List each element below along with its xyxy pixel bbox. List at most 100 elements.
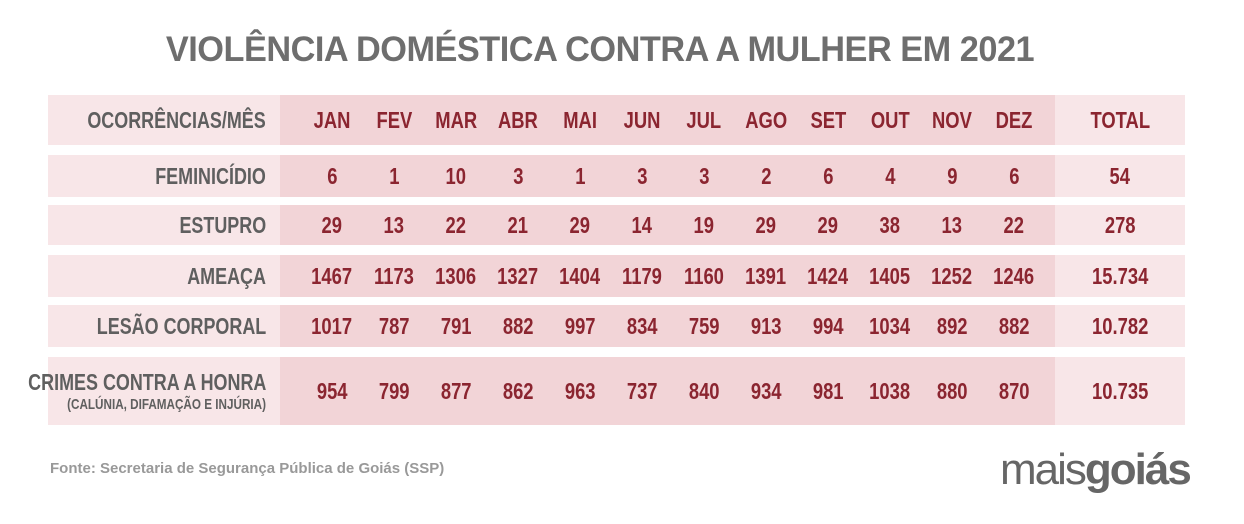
value-label: 13: [383, 211, 405, 238]
value-cell: 834: [611, 313, 673, 340]
value-cell: 29: [735, 212, 797, 239]
row-label-cell: OCORRÊNCIAS/MÊS: [48, 95, 280, 145]
total-value: 278: [1104, 211, 1136, 238]
row-label: CRIMES CONTRA A HONRA: [27, 369, 266, 395]
value-label: 759: [688, 312, 720, 339]
value-cell: 22: [425, 212, 487, 239]
value-cell: 22: [983, 212, 1045, 239]
value-label: 1017: [311, 312, 353, 339]
value-cell: 882: [983, 313, 1045, 340]
value-cell: 9: [921, 163, 983, 190]
value-label: 954: [316, 377, 348, 404]
value-cell: 862: [487, 378, 549, 405]
value-label: 1179: [622, 262, 662, 289]
row-label-cell: AMEAÇA: [48, 255, 280, 297]
value-cell: 3: [673, 163, 735, 190]
value-cell: 1327: [487, 263, 549, 290]
month-cells: 1017 787 791 882 997 834 759 913 994 1034 892 882: [280, 305, 1055, 347]
value-label: 1391: [745, 262, 787, 289]
value-label: 981: [812, 377, 844, 404]
total-header: TOTAL: [1055, 107, 1185, 134]
value-cell: 1173: [363, 263, 425, 290]
value-label: 877: [440, 377, 472, 404]
total-value: 10.735: [1091, 377, 1149, 404]
total-value: 15.734: [1091, 262, 1149, 289]
month-header: OUT: [859, 107, 921, 134]
value-label: 1: [388, 162, 400, 189]
value-cell: 1252: [921, 263, 983, 290]
value-label: 1034: [869, 312, 911, 339]
value-cell: 1405: [859, 263, 921, 290]
value-cell: 6: [301, 163, 363, 190]
value-cell: 1017: [301, 313, 363, 340]
value-label: 791: [440, 312, 472, 339]
logo-part1: mais: [1000, 445, 1087, 494]
month-label: NOV: [932, 106, 972, 133]
value-label: 29: [569, 211, 591, 238]
source-note: Fonte: Secretaria de Segurança Pública d…: [50, 460, 445, 477]
table-row: FEMINICÍDIO 6 1 10 3 1 3 3 2 6 4 9 6 54: [48, 155, 1185, 197]
month-label: MAR: [435, 106, 477, 133]
month-cells: 954 799 877 862 963 737 840 934 981 1038 880 870: [280, 357, 1055, 425]
value-cell: 21: [487, 212, 549, 239]
value-cell: 737: [611, 378, 673, 405]
row-sublabel: (CALÚNIA, DIFAMAÇÃO E INJÚRIA): [67, 396, 266, 413]
value-label: 38: [879, 211, 901, 238]
row-label-cell: CRIMES CONTRA A HONRA (CALÚNIA, DIFAMAÇÃO…: [28, 357, 280, 425]
value-label: 1252: [931, 262, 973, 289]
month-header: MAI: [549, 107, 611, 134]
row-label: ESTUPRO: [179, 211, 266, 238]
month-header: NOV: [921, 107, 983, 134]
value-cell: 840: [673, 378, 735, 405]
total-cell: 15.734: [1055, 263, 1185, 290]
month-header: FEV: [363, 107, 425, 134]
total-header-label: TOTAL: [1090, 106, 1150, 133]
month-label: SET: [810, 106, 846, 133]
value-cell: 913: [735, 313, 797, 340]
value-cell: 981: [797, 378, 859, 405]
value-label: 13: [941, 211, 963, 238]
value-label: 834: [626, 312, 658, 339]
value-cell: 29: [549, 212, 611, 239]
month-header: ABR: [487, 107, 549, 134]
value-label: 22: [1003, 211, 1025, 238]
value-label: 787: [378, 312, 410, 339]
month-label: MAI: [563, 106, 597, 133]
value-cell: 799: [363, 378, 425, 405]
month-label: DEZ: [995, 106, 1033, 133]
value-cell: 1: [363, 163, 425, 190]
value-label: 19: [693, 211, 715, 238]
month-header: JUN: [611, 107, 673, 134]
value-cell: 29: [301, 212, 363, 239]
chart-title: VIOLÊNCIA DOMÉSTICA CONTRA A MULHER EM 2…: [165, 30, 1035, 69]
value-cell: 934: [735, 378, 797, 405]
total-value: 10.782: [1091, 312, 1149, 339]
row-label-cell: FEMINICÍDIO: [48, 155, 280, 197]
value-cell: 791: [425, 313, 487, 340]
value-label: 6: [822, 162, 834, 189]
value-cell: 6: [983, 163, 1045, 190]
value-cell: 1: [549, 163, 611, 190]
value-cell: 892: [921, 313, 983, 340]
value-label: 963: [564, 377, 596, 404]
value-cell: 880: [921, 378, 983, 405]
value-label: 880: [936, 377, 968, 404]
value-label: 1173: [374, 262, 414, 289]
table-row: LESÃO CORPORAL 1017 787 791 882 997 834 759 913 9…: [48, 305, 1185, 347]
value-label: 1246: [993, 262, 1035, 289]
value-cell: 787: [363, 313, 425, 340]
value-label: 1038: [869, 377, 911, 404]
value-label: 913: [750, 312, 782, 339]
value-label: 4: [884, 162, 896, 189]
value-label: 29: [817, 211, 839, 238]
value-cell: 1306: [425, 263, 487, 290]
total-cell: 10.735: [1055, 378, 1185, 405]
row-label: LESÃO CORPORAL: [96, 312, 266, 339]
value-cell: 19: [673, 212, 735, 239]
value-cell: 38: [859, 212, 921, 239]
value-cell: 877: [425, 378, 487, 405]
month-label: JAN: [313, 106, 351, 133]
value-label: 997: [564, 312, 596, 339]
total-cell: 10.782: [1055, 313, 1185, 340]
total-value: 54: [1109, 162, 1131, 189]
